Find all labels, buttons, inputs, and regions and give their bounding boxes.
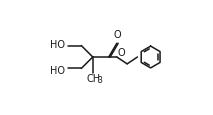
- Text: O: O: [114, 29, 122, 39]
- Text: CH: CH: [86, 74, 100, 83]
- Text: O: O: [118, 47, 126, 57]
- Text: HO: HO: [50, 39, 65, 49]
- Text: 3: 3: [97, 75, 102, 84]
- Text: HO: HO: [50, 66, 65, 76]
